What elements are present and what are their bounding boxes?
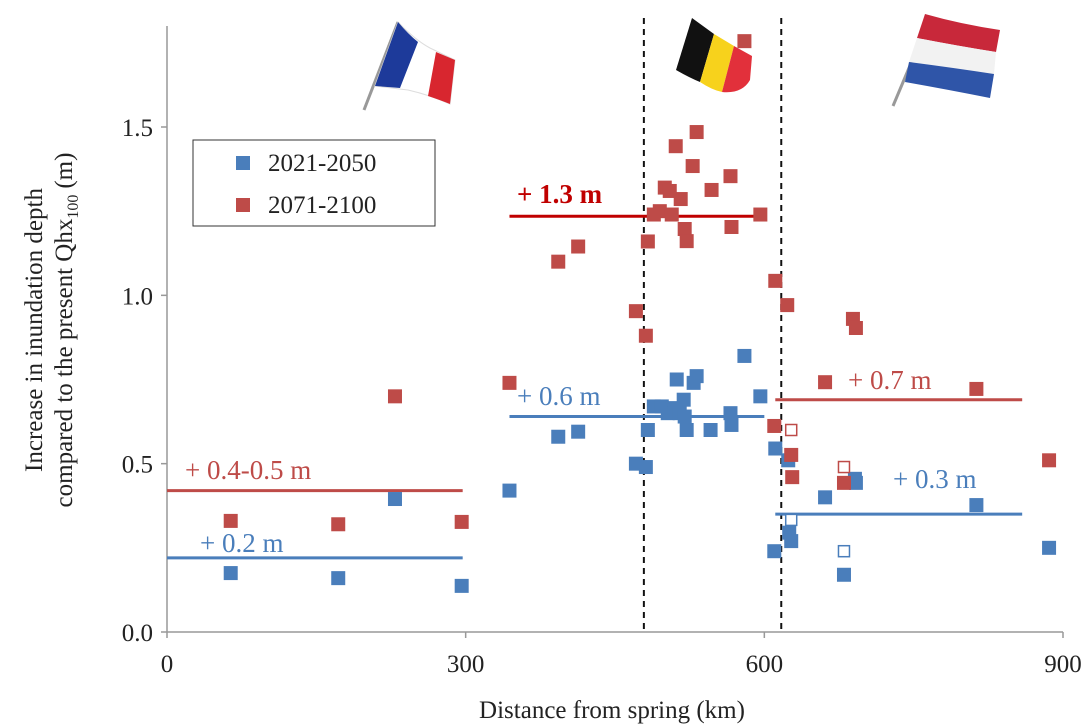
point — [641, 423, 655, 437]
x-tick-label: 900 — [1044, 651, 1082, 678]
point — [224, 514, 238, 528]
point — [502, 484, 516, 498]
legend-label: 2071-2100 — [268, 192, 376, 219]
point — [388, 389, 402, 403]
point — [784, 534, 798, 548]
point — [737, 349, 751, 363]
y-axis-label: compared to the present Qhx — [51, 218, 78, 507]
point — [224, 566, 238, 580]
y-axis-label-subscript: 100 — [65, 195, 82, 219]
point — [784, 448, 798, 462]
y-tick-label: 1.5 — [122, 115, 153, 142]
flag-netherlands — [893, 14, 1000, 106]
point — [686, 159, 700, 173]
point — [674, 192, 688, 206]
y-axis-label-unit: (m) — [51, 153, 78, 189]
point — [455, 579, 469, 593]
point — [551, 430, 565, 444]
point — [669, 139, 683, 153]
point — [388, 492, 402, 506]
legend-marker — [236, 198, 250, 212]
mean-label: + 0.6 m — [517, 381, 600, 411]
mean-label: + 1.3 m — [517, 179, 603, 209]
y-tick-label: 0.5 — [122, 452, 153, 479]
legend-label: 2021-2050 — [268, 150, 376, 177]
point — [551, 255, 565, 269]
x-tick-label: 600 — [746, 651, 784, 678]
open-point — [838, 546, 849, 557]
point — [455, 515, 469, 529]
point — [670, 373, 684, 387]
point — [331, 517, 345, 531]
point — [331, 571, 345, 585]
point — [571, 240, 585, 254]
open-point — [838, 462, 849, 473]
point — [680, 423, 694, 437]
x-tick-label: 0 — [161, 651, 174, 678]
point — [767, 419, 781, 433]
point — [724, 418, 738, 432]
point — [629, 304, 643, 318]
point — [639, 460, 653, 474]
point — [737, 34, 751, 48]
point — [818, 490, 832, 504]
x-tick-label: 300 — [447, 651, 485, 678]
point — [639, 329, 653, 343]
point — [1042, 453, 1056, 467]
mean-label: + 0.7 m — [848, 365, 931, 395]
point — [837, 568, 851, 582]
point — [849, 321, 863, 335]
point — [678, 222, 692, 236]
point — [723, 169, 737, 183]
point — [724, 220, 738, 234]
point — [785, 470, 799, 484]
mean-label: + 0.3 m — [893, 464, 976, 494]
point — [1042, 541, 1056, 555]
point — [677, 393, 691, 407]
mean-label: + 0.2 m — [200, 528, 283, 558]
chart: Distance from spring (km) Increase in in… — [0, 0, 1091, 728]
y-axis-label: Increase in inundation depth — [21, 188, 48, 472]
open-point — [786, 425, 797, 436]
point — [641, 234, 655, 248]
mean-label: + 0.4-0.5 m — [185, 455, 311, 485]
point — [653, 204, 667, 218]
point — [969, 498, 983, 512]
point — [849, 476, 863, 490]
point — [767, 544, 781, 558]
point — [768, 274, 782, 288]
point — [705, 183, 719, 197]
point — [780, 298, 794, 312]
flag-belgium — [676, 18, 752, 92]
flag-france — [364, 22, 455, 110]
y-axis-label: compared to the present Qhx100 (m) — [51, 153, 82, 508]
y-tick-label: 1.0 — [122, 283, 153, 310]
point — [818, 375, 832, 389]
point — [837, 476, 851, 490]
point — [753, 208, 767, 222]
y-tick-label: 0.0 — [122, 620, 153, 647]
point — [665, 208, 679, 222]
point — [690, 125, 704, 139]
point — [704, 423, 718, 437]
point — [571, 425, 585, 439]
point — [502, 376, 516, 390]
x-axis-label: Distance from spring (km) — [479, 697, 745, 724]
point — [969, 382, 983, 396]
legend-marker — [236, 156, 250, 170]
point — [678, 410, 692, 424]
point — [680, 234, 694, 248]
point — [753, 389, 767, 403]
open-point — [786, 514, 797, 525]
point — [768, 442, 782, 456]
point — [690, 369, 704, 383]
